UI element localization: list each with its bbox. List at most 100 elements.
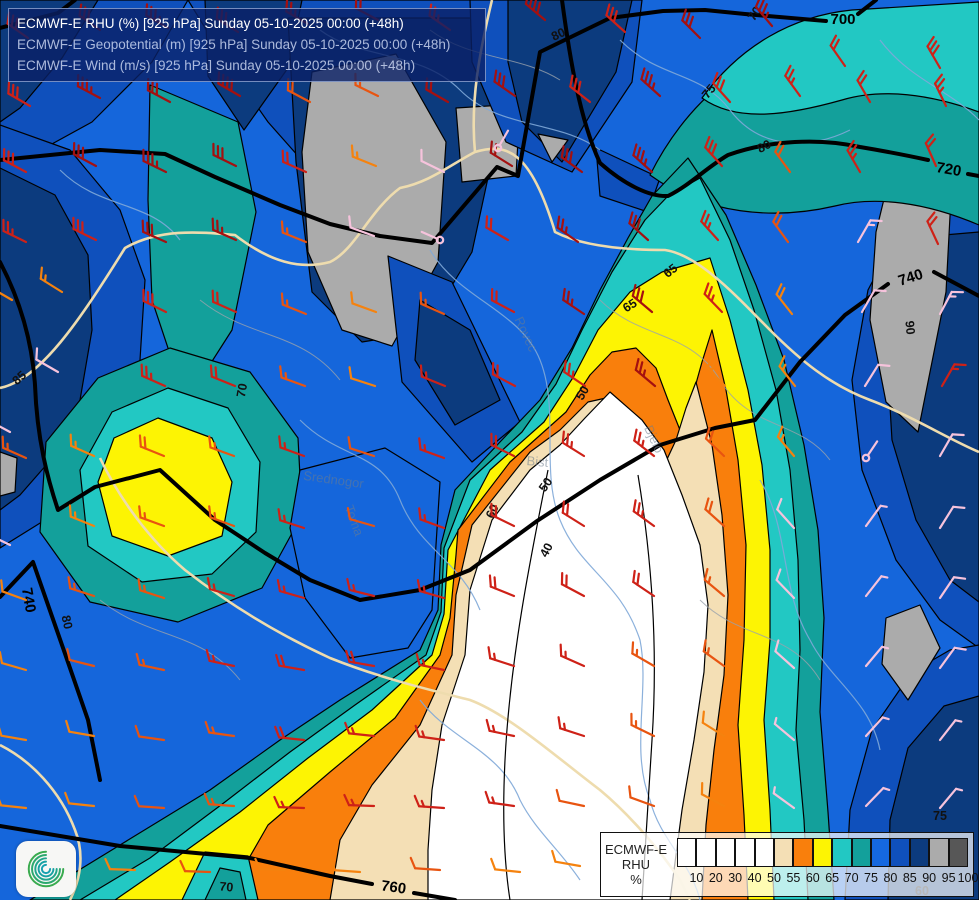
wind-barb-icon [776, 497, 796, 530]
legend-swatch [677, 838, 697, 867]
wind-barb-icon [569, 74, 592, 104]
wind-barb-icon [348, 215, 376, 238]
rh-contour-label: 70 [234, 382, 250, 398]
wind-barb-icon [702, 639, 726, 668]
wind-barb-icon [206, 577, 236, 598]
wind-barb-icon [559, 643, 586, 668]
wind-barb-icon [846, 139, 862, 174]
wind-barb-icon [640, 67, 662, 98]
wind-barb-icon [345, 649, 376, 668]
wind-barb-icon [631, 641, 656, 668]
legend-swatch [948, 838, 968, 867]
rh-region-90-95 [881, 604, 941, 701]
wind-barb-icon [493, 129, 510, 153]
wind-barb-icon [2, 218, 28, 244]
wind-barb-icon [633, 428, 656, 458]
wind-barb-icon [772, 210, 790, 244]
legend-tick-label: 20 [708, 871, 723, 885]
wind-barb-icon [938, 290, 965, 316]
wind-barb-icon [938, 505, 966, 530]
wind-barb-icon [64, 791, 96, 808]
legend-tick-label: 40 [747, 871, 762, 885]
wind-barb-icon [280, 220, 308, 244]
title-line-geopotential: ECMWF-E Geopotential (m) [925 hPa] Sunda… [17, 37, 451, 52]
wind-barb-icon [703, 567, 726, 598]
rh-contour-label: 65 [620, 296, 639, 315]
contour-740 [932, 270, 979, 298]
wind-barb-icon [273, 795, 306, 810]
legend-swatch [929, 838, 949, 867]
wind-barb-icon [415, 652, 446, 672]
wind-barb-icon [776, 425, 796, 458]
wind-barb-icon [563, 359, 587, 388]
rh-region-90-95 [0, 451, 18, 497]
wind-barb-icon [0, 579, 28, 602]
wind-barb-icon [493, 69, 517, 98]
wind-barb-icon [703, 282, 724, 314]
rh-contour-label: 90 [902, 320, 917, 335]
wind-barb-icon [205, 648, 236, 668]
wind-barb-icon [344, 721, 376, 738]
wind-barb-icon [141, 219, 168, 244]
legend-swatch [754, 838, 774, 867]
wind-barb-icon [628, 785, 656, 808]
wind-barb-icon [605, 3, 627, 34]
rh-contour-label: 80 [549, 25, 568, 44]
wind-barb-icon [140, 363, 167, 388]
wind-barb-icon [72, 141, 98, 168]
legend-tick-label: 50 [767, 871, 781, 885]
legend-swatch [735, 838, 755, 867]
wind-barb-icon [179, 859, 212, 874]
wind-barb-icon [701, 710, 726, 738]
rh-region-85-90 [507, 0, 633, 163]
wind-barb-icon [346, 577, 376, 598]
wind-barb-icon [632, 143, 654, 174]
wind-barb-icon [704, 497, 726, 528]
wind-barb-icon [209, 364, 237, 388]
wind-barb-icon [926, 35, 942, 70]
wind-barb-icon [938, 646, 967, 670]
wind-barb-icon [681, 8, 702, 40]
legend-swatch [774, 838, 794, 867]
wind-barb-icon [933, 73, 948, 108]
wind-barb-icon [279, 365, 307, 388]
wind-barb-icon [211, 217, 238, 242]
wind-barb-icon [485, 718, 516, 738]
wind-barb-icon [142, 288, 168, 314]
wind-barb-icon [276, 579, 306, 600]
wind-barb-icon [630, 712, 656, 738]
wind-barb-icon [938, 787, 964, 810]
color-legend: ECMWF-E RHU % 10 20 30 40 50 55 60 65 70 75 80 85 90… [600, 832, 978, 897]
wind-barb-icon [778, 355, 797, 388]
wind-barb-icon [490, 857, 522, 874]
wind-barb-icon [634, 357, 657, 388]
wind-barb-icon [0, 793, 28, 810]
wind-barb-icon [561, 500, 586, 528]
contour-740 [0, 560, 102, 782]
wind-barb-icon [0, 651, 28, 672]
wind-barb-icon [208, 435, 236, 458]
wind-barb-icon [142, 148, 168, 174]
rh-contour-label: 40 [537, 541, 556, 560]
wind-barb-icon [856, 69, 872, 104]
legend-tick-label: 55 [786, 871, 801, 885]
contour-760 [0, 824, 374, 886]
rh-contour-label: 80 [755, 137, 774, 156]
wind-barb-icon [66, 647, 96, 668]
wind-barb-icon [133, 794, 166, 810]
wind-barb-icon [773, 716, 796, 742]
legend-swatch [890, 838, 910, 867]
rh-region-75-80 [289, 447, 441, 659]
wind-barb-icon [346, 507, 376, 528]
wind-barb-icon [7, 81, 32, 108]
contour-740 [0, 260, 890, 602]
wind-barb-icon [491, 361, 517, 388]
legend-swatch [696, 838, 716, 867]
wind-barb-icon [560, 145, 584, 174]
wind-barb-icon [409, 856, 442, 872]
contour-700 [856, 0, 878, 16]
